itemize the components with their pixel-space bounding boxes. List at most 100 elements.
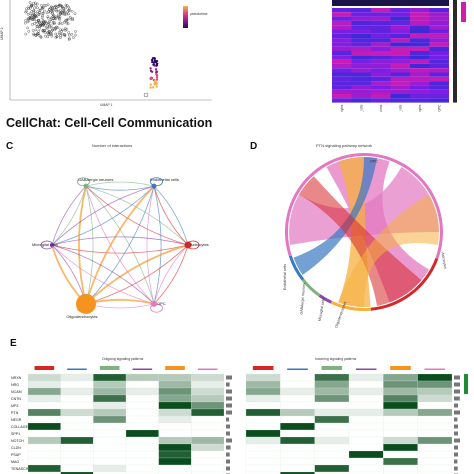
umap-cell [50,16,53,20]
outgoing-cell [158,415,192,424]
heatmap-cell [351,46,371,51]
cell-type-bar [390,366,411,370]
section-title: CellChat: Cell-Cell Communication [6,116,213,130]
umap-pseudotime-cell [155,85,158,88]
umap-cell [31,18,35,21]
umap-cell [34,28,38,32]
outgoing-cell [125,436,159,445]
umap-cell [43,9,46,13]
heatmap-cell [371,76,391,82]
umap-cell [30,4,33,8]
outgoing-cell [27,429,61,438]
incoming-cell [314,429,350,438]
umap-cell [34,34,38,37]
heatmap-cell [429,46,449,51]
umap-cell [24,32,28,36]
incoming-cell [348,401,384,410]
outgoing-title: Outgoing signaling patterns [102,357,144,361]
incoming-cell [348,443,384,452]
outgoing-cell [125,422,159,431]
heatmap-cell [410,81,430,86]
outgoing-cell [191,373,225,382]
umap-cell [59,28,62,32]
pathway-total-bar [226,417,230,422]
outgoing-cell [27,387,61,396]
outgoing-cell [93,394,127,403]
outgoing-cell [93,471,127,474]
umap-cell [32,32,35,36]
umap-cell [24,19,27,22]
outgoing-cell [93,422,127,431]
umap-cell-cluster [24,1,77,41]
umap-cell [59,11,62,15]
pathway-total-bar [226,452,230,457]
heatmap-cell [332,42,352,47]
umap-cell [59,34,62,38]
umap-cell [65,19,69,22]
umap-cell [32,9,35,13]
heatmap-cell [410,98,430,103]
heatmap-cell [351,98,371,103]
umap-pseudotime-cell [149,83,152,86]
umap-cell [56,9,60,13]
incoming-cell [280,408,315,417]
heatmap-cell [332,85,352,90]
network-node [184,241,192,249]
network-edge [51,185,155,246]
heatmap-cell [332,98,352,103]
umap-cell [53,21,56,24]
umap-cell [31,29,35,32]
incoming-cell [383,408,418,417]
umap-cell [46,3,50,7]
umap-cell [35,24,39,28]
outgoing-cell [158,450,192,459]
outgoing-cell [125,387,159,396]
chord-label: OPC [370,160,378,164]
outgoing-cell [191,380,225,389]
incoming-cell [348,436,384,445]
heatmap-cell [332,55,352,60]
heatmap-cell [351,76,371,82]
incoming-cell [348,394,384,403]
umap-cell [31,23,34,26]
network-edge [85,185,189,246]
incoming-cell [280,429,315,438]
incoming-cell [245,443,281,452]
network-edge [153,244,189,305]
umap-pseudotime-cell [154,68,158,71]
heatmap-cell [351,63,371,69]
incoming-cell [348,457,384,466]
umap-cell [68,9,71,12]
network-self-loop [150,177,163,187]
pathway-label: SPP1 [11,432,20,436]
incoming-cell [245,429,281,438]
heatmap-cell [332,38,352,43]
heatmap-cell [351,29,371,34]
network-edge [85,185,155,305]
network-edge [51,244,155,305]
heatmap-cell [410,38,430,43]
umap-cell [62,9,66,13]
cell-type-bar [165,366,185,370]
network-edge [85,303,155,309]
incoming-cell [348,387,384,396]
outgoing-cell [158,443,192,452]
umap-cell [41,19,45,22]
incoming-cell [314,464,350,473]
network-edge [153,185,189,246]
incoming-cell [383,415,418,424]
heatmap-cell [371,98,391,103]
umap-cell [32,2,35,5]
heatmap-cell [332,72,352,77]
pathway-label: CNTN [11,397,21,401]
incoming-cell [383,401,418,410]
umap-cell [53,6,56,9]
heatmap-cell [410,72,430,77]
umap-cell [63,20,66,24]
heatmap-cell [371,29,391,34]
umap-cell [29,15,32,19]
heatmap-cell [351,51,371,56]
umap-cell [37,30,40,33]
umap-cell [48,33,52,36]
heatmap-cell [429,89,449,94]
